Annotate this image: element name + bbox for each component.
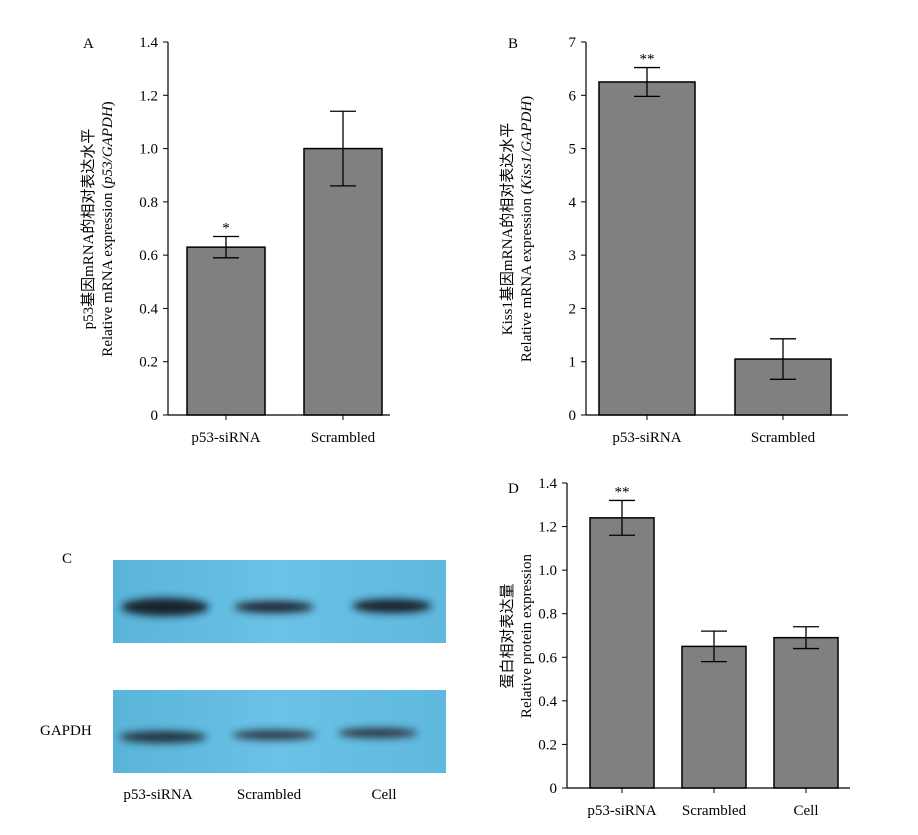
panel-b-y-tick-label: 2: [569, 301, 577, 317]
blot-band-lane3: [352, 599, 432, 613]
panel-d-y-tick-label: 1.2: [538, 520, 557, 536]
panel-d-y-tick-label: 0.8: [538, 607, 557, 623]
panel-a-category-label: p53-siRNA: [191, 430, 260, 446]
panel-a-letter: A: [83, 36, 94, 52]
panel-b-chart: B Kiss1基因mRNA的相对表达水平 Relative mRNA expre…: [499, 35, 848, 446]
panel-b-bar: [734, 358, 832, 416]
panel-a-ylabel-en: Relative mRNA expression (p53/GAPDH): [100, 101, 116, 356]
panel-d-bar: [773, 636, 839, 789]
panel-b-y-tick-label: 4: [569, 195, 577, 211]
panel-b-y-tick-label: 6: [569, 88, 577, 104]
panel-d-y-tick-label: 0: [550, 781, 558, 797]
panel-d-significance-mark: **: [615, 484, 630, 500]
blot-lane-label-3: Cell: [372, 787, 397, 803]
panel-b-ylabel-cn: Kiss1基因mRNA的相对表达水平: [499, 123, 516, 336]
panel-d-y-tick-label: 1.4: [538, 476, 557, 492]
panel-c-letter: C: [62, 551, 72, 567]
panel-a-chart: A p53基因mRNA的相对表达水平 Relative mRNA express…: [80, 35, 390, 446]
panel-d-ylabel-cn: 蛋白相对表达量: [499, 583, 516, 688]
panel-b-ylabel-en: Relative mRNA expression (Kiss1/GAPDH): [519, 96, 535, 362]
blot-band-lane1: [121, 598, 209, 616]
panel-a-category-label: Scrambled: [311, 430, 376, 446]
panel-d-chart: D 蛋白相对表达量 Relative protein expression 0 0…: [499, 476, 850, 819]
panel-b-y-tick-label: 0: [569, 408, 577, 424]
panel-d-ylabel-en: Relative protein expression: [519, 553, 535, 718]
panel-d-bar: [589, 517, 655, 789]
blot-band-gapdh-lane2: [232, 730, 316, 740]
panel-d-letter: D: [508, 481, 519, 497]
panel-b-significance-mark: **: [640, 52, 655, 68]
panel-d-category-label: Cell: [794, 803, 819, 819]
panel-a-y-tick-label: 1.2: [139, 88, 158, 104]
panel-d-y-tick-label: 1.0: [538, 563, 557, 579]
panel-a-y-tick-label: 0.4: [139, 301, 158, 317]
panel-b-category-label: p53-siRNA: [612, 430, 681, 446]
panel-b-y-tick-label: 5: [569, 142, 577, 158]
panel-b-y-tick-label: 1: [569, 355, 577, 371]
panel-a-y-tick-label: 0.2: [139, 355, 158, 371]
panel-b-category-label: Scrambled: [751, 430, 816, 446]
blot-band-gapdh-lane1: [119, 731, 207, 743]
panel-d-category-label: p53-siRNA: [587, 803, 656, 819]
panel-a-y-tick-label: 0.8: [139, 195, 158, 211]
panel-a-y-tick-label: 0: [151, 408, 159, 424]
panel-b-y-tick-label: 7: [569, 35, 577, 51]
panel-c-western-blot: C GAPDH p53-siRNA Scrambled Cell: [40, 551, 446, 803]
blot-lane-label-1: p53-siRNA: [123, 787, 192, 803]
panel-a-y-tick-label: 1.4: [139, 35, 158, 51]
panel-a-bar: [186, 246, 266, 416]
panel-d-y-tick-label: 0.4: [538, 694, 557, 710]
panel-d-bar: [681, 645, 747, 789]
panel-d-y-tick-label: 0.2: [538, 737, 557, 753]
blot-lane-label-2: Scrambled: [237, 787, 302, 803]
blot-band-gapdh-lane3: [338, 728, 418, 738]
panel-a-significance-mark: *: [222, 220, 230, 236]
panel-a-y-tick-label: 0.6: [139, 248, 158, 264]
blot-band-lane2: [234, 601, 314, 613]
panel-b-letter: B: [508, 36, 518, 52]
panel-d-y-tick-label: 0.6: [538, 650, 557, 666]
panel-b-y-tick-label: 3: [569, 248, 577, 264]
panel-a-bar: [303, 147, 383, 416]
panel-d-category-label: Scrambled: [682, 803, 747, 819]
panel-b-bar: [598, 81, 696, 416]
panel-a-y-tick-label: 1.0: [139, 142, 158, 158]
blot-row-label-gapdh: GAPDH: [40, 723, 92, 739]
panel-a-ylabel-cn: p53基因mRNA的相对表达水平: [80, 129, 97, 330]
